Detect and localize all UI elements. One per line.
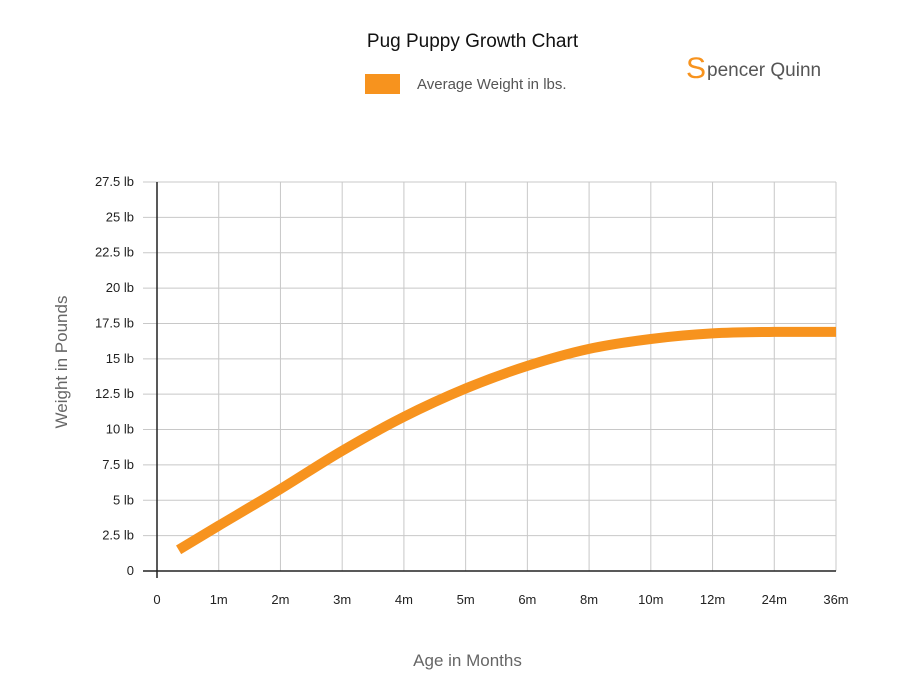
x-tick-label: 4m (395, 592, 413, 607)
x-tick-label: 5m (457, 592, 475, 607)
legend: Average Weight in lbs. (365, 73, 567, 95)
brand-logo-text: pencer Quinn (707, 60, 822, 81)
x-tick-label: 8m (580, 592, 598, 607)
brand-logo-mark: S (686, 52, 707, 85)
legend-label: Average Weight in lbs. (417, 75, 567, 93)
y-tick-label: 10 lb (106, 422, 134, 437)
x-axis-label: Age in Months (413, 651, 522, 670)
x-tick-label: 12m (700, 592, 725, 607)
y-tick-label: 12.5 lb (95, 386, 134, 401)
brand-logo: S pencer Quinn (686, 54, 821, 84)
x-tick-label: 10m (638, 592, 663, 607)
y-tick-label: 25 lb (106, 209, 134, 224)
y-tick-label: 5 lb (113, 492, 134, 507)
x-tick-label: 6m (518, 592, 536, 607)
series-line-average-weight (176, 326, 837, 555)
x-tick-label: 0 (153, 592, 160, 607)
y-tick-label: 0 (127, 563, 134, 578)
y-tick-label: 17.5 lb (95, 315, 134, 330)
y-tick-label: 2.5 lb (102, 528, 134, 543)
y-tick-label: 22.5 lb (95, 245, 134, 260)
legend-swatch (365, 74, 400, 94)
x-tick-label: 1m (210, 592, 228, 607)
y-tick-label: 15 lb (106, 351, 134, 366)
y-tick-label: 20 lb (106, 280, 134, 295)
x-tick-label: 2m (271, 592, 289, 607)
y-tick-label: 27.5 lb (95, 174, 134, 189)
chart-title: Pug Puppy Growth Chart (366, 31, 579, 52)
x-tick-label: 3m (333, 592, 351, 607)
y-tick-label: 7.5 lb (102, 457, 134, 472)
x-tick-label: 24m (762, 592, 787, 607)
x-tick-label: 36m (823, 592, 848, 607)
